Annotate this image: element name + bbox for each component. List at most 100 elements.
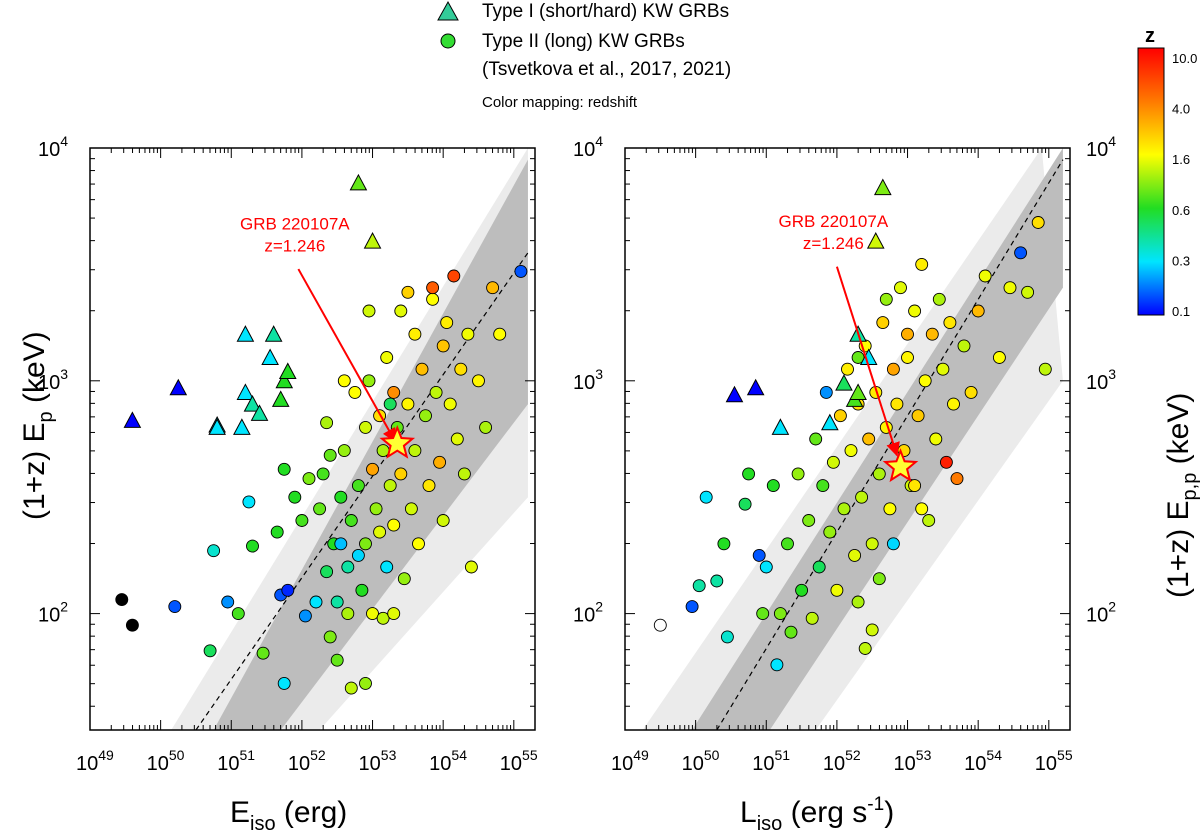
y-tick-label: 103 [573, 366, 603, 394]
type2-grb-point [883, 502, 897, 516]
type2-grb-point [313, 502, 327, 516]
colorbar-tick-label: 0.3 [1172, 253, 1190, 268]
type2-grb-point [320, 565, 334, 579]
type2-grb-point [334, 537, 348, 551]
type1-grb-point [849, 383, 867, 400]
type2-grb-point [1003, 281, 1017, 295]
type2-grb-point [351, 548, 365, 562]
type2-grb-point [295, 514, 309, 527]
type2-grb-point [886, 537, 900, 551]
type2-grb-point [911, 409, 925, 423]
type2-grb-point [692, 579, 706, 593]
type2-grb-point [359, 420, 372, 434]
type2-grb-point [915, 257, 929, 271]
type2-grb-point [397, 572, 411, 586]
type2-grb-point [1031, 216, 1045, 229]
right-x-axis-label: Liso (erg s-1) [740, 794, 894, 835]
type2-grb-point [936, 362, 950, 376]
type2-grb-point [362, 304, 376, 318]
type2-grb-point [394, 467, 408, 481]
colorbar-tick-label: 10.0 [1172, 51, 1197, 66]
type2-grb-point [320, 416, 334, 430]
legend-type2-ref: (Tsvetkova et al., 2017, 2021) [482, 59, 731, 80]
annotation-arrow [835, 266, 900, 457]
type2-grb-point [464, 560, 478, 574]
type2-grb-point [908, 479, 922, 493]
x-tick-label: 1052 [823, 747, 861, 775]
type2-grb-point [359, 537, 372, 551]
type1-grb-point [866, 232, 885, 249]
annotation-arrow [297, 268, 397, 443]
type1-grb-point [243, 395, 262, 412]
type2-grb-point [207, 544, 221, 558]
annotation-redshift: z=1.246 [264, 236, 325, 255]
type2-grb-point [833, 409, 847, 423]
type2-grb-point [288, 490, 302, 504]
type1-grb-point [236, 383, 255, 400]
x-tick-label: 1051 [752, 747, 790, 775]
svg-text:Liso (erg s-1): Liso (erg s-1) [740, 794, 894, 835]
left-x-axis-label: Eiso (erg) [230, 796, 347, 835]
type2-grb-point [805, 611, 819, 625]
type2-grb-point [337, 374, 351, 388]
type2-grb-point [341, 560, 355, 574]
colorbar-gradient [1137, 47, 1165, 316]
legend-type1-label: Type I (short/hard) KW GRBs [482, 1, 729, 22]
type2-grb-point [426, 281, 440, 295]
y-tick-label: 103 [38, 366, 68, 394]
type2-grb-point [383, 397, 397, 411]
type2-grb-point [415, 362, 429, 376]
type2-grb-point [894, 281, 907, 295]
type2-grb-point [879, 292, 893, 306]
type2-grb-point [699, 490, 713, 504]
type2-grb-point [872, 572, 886, 586]
type2-grb-point [784, 625, 798, 639]
type2-grb-point [231, 607, 245, 621]
type2-grb-point [408, 444, 422, 458]
type2-grb-point [939, 455, 953, 469]
type2-grb-point [387, 518, 401, 532]
type2-grb-point [454, 362, 468, 376]
x-tick-label: 1053 [359, 747, 397, 775]
outer-confidence-band [171, 148, 528, 730]
type1-grb-point [236, 325, 255, 342]
type2-grb-point [323, 448, 337, 462]
fit-line [195, 252, 529, 730]
colorbar: z 10.0 4.0 1.6 0.6 0.3 0.1 [1137, 25, 1197, 319]
type2-grb-point [943, 316, 957, 330]
type2-grb-point [298, 609, 312, 623]
type2-grb-point [653, 618, 667, 632]
type2-grb-point [383, 479, 397, 493]
x-tick-label: 1049 [76, 747, 114, 775]
type2-grb-point [819, 385, 833, 399]
inner-confidence-band [692, 148, 1063, 730]
y-tick-label: 102 [573, 599, 603, 627]
type2-grb-point [330, 595, 344, 609]
left-y-axis-label: (1+z) Ep (keV) [18, 331, 57, 520]
type2-grb-point [115, 593, 129, 607]
type2-grb-point [841, 362, 854, 376]
type2-grb-point [369, 502, 383, 516]
y-tick-label-right: 104 [1086, 133, 1116, 161]
type2-grb-point [351, 479, 365, 493]
type2-grb-point [344, 514, 358, 527]
x-tick-label: 1049 [611, 747, 649, 775]
x-tick-label: 1051 [217, 747, 255, 775]
annotation-grb-name: GRB 220107A [240, 214, 350, 233]
type2-grb-point [341, 607, 355, 621]
type2-grb-point [717, 537, 731, 551]
type2-grb-point [221, 595, 235, 609]
type2-grb-point [890, 397, 904, 411]
type2-grb-point [472, 374, 485, 388]
type2-grb-point [366, 462, 379, 476]
type1-grb-point [271, 390, 290, 407]
type2-grb-point [756, 607, 770, 621]
svg-text:Eiso (erg): Eiso (erg) [230, 796, 347, 835]
type2-grb-point [362, 374, 376, 388]
type2-grb-point [246, 539, 259, 553]
type2-grb-point [277, 676, 291, 690]
inner-confidence-band [213, 159, 528, 730]
type2-grb-point [908, 304, 922, 318]
type2-grb-point [1021, 285, 1035, 299]
type2-grb-point [387, 385, 401, 399]
